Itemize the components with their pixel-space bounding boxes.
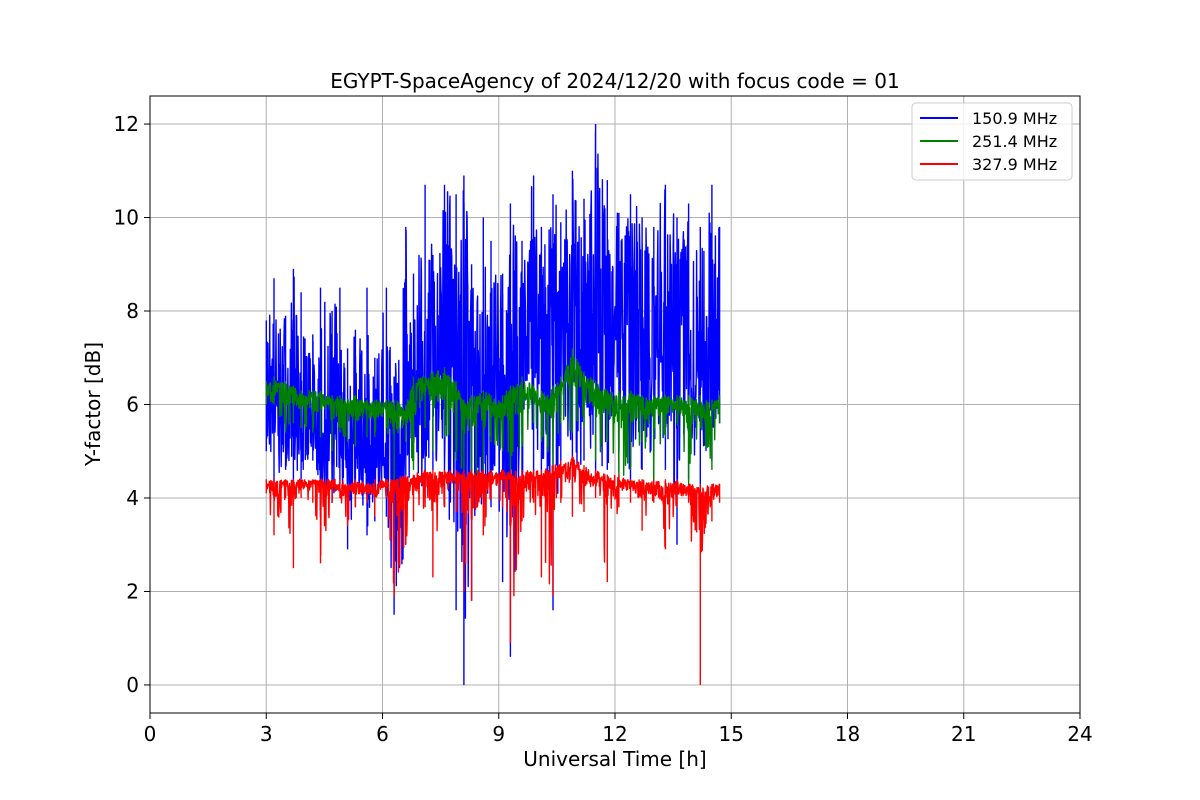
y-tick-label: 6 — [126, 393, 139, 417]
x-tick-label: 21 — [951, 722, 976, 746]
y-tick-label: 2 — [126, 579, 139, 603]
legend-label: 251.4 MHz — [972, 132, 1057, 151]
y-tick-label: 8 — [126, 299, 139, 323]
y-tick-label: 10 — [114, 206, 139, 230]
x-tick-label: 9 — [492, 722, 505, 746]
y-tick-label: 0 — [126, 673, 139, 697]
y-tick-label: 4 — [126, 486, 139, 510]
x-tick-label: 0 — [144, 722, 157, 746]
x-tick-label: 12 — [602, 722, 627, 746]
chart-title: EGYPT-SpaceAgency of 2024/12/20 with foc… — [330, 69, 899, 93]
series-line-3 — [265, 455, 721, 685]
x-tick-label: 15 — [719, 722, 744, 746]
series-line-2 — [265, 348, 721, 484]
x-tick-label: 3 — [260, 722, 273, 746]
legend-box — [911, 102, 1073, 181]
legend-label: 150.9 MHz — [972, 109, 1057, 128]
x-axis-label: Universal Time [h] — [523, 747, 706, 771]
series-layer — [265, 124, 721, 685]
x-tick-label: 24 — [1067, 722, 1092, 746]
y-axis-label: Y-factor [dB] — [81, 342, 105, 467]
y-tick-label: 12 — [114, 112, 139, 136]
x-tick-label: 6 — [376, 722, 389, 746]
legend-label: 327.9 MHz — [972, 155, 1057, 174]
legend: 150.9 MHz 251.4 MHz 327.9 MHz — [911, 102, 1073, 181]
x-tick-label: 18 — [835, 722, 860, 746]
